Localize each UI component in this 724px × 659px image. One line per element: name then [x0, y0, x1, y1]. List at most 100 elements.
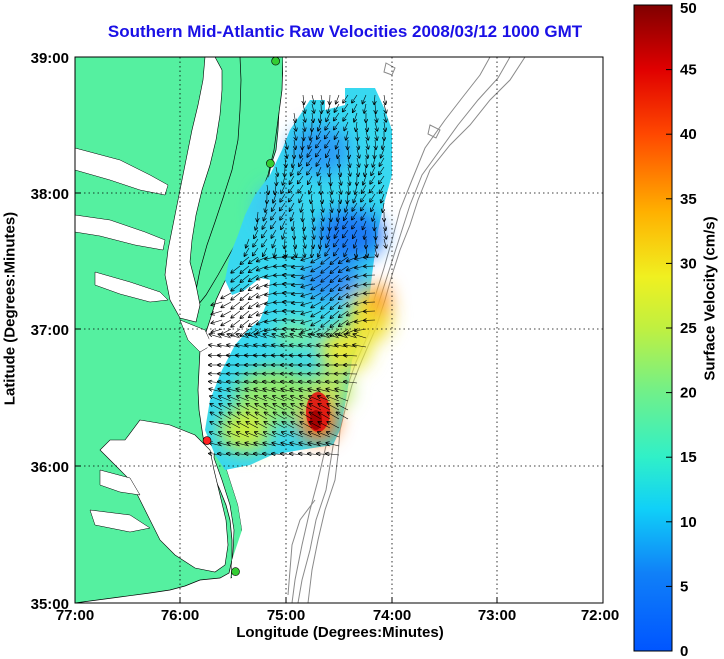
- velocity-arrow: [353, 193, 358, 202]
- velocity-arrow: [303, 130, 304, 140]
- x-tick-labels: 77:00 76:00 75:00 74:00 73:00 72:00: [56, 607, 619, 624]
- velocity-arrow: [282, 432, 295, 438]
- velocity-arrow: [312, 220, 314, 230]
- velocity-arrow: [292, 302, 304, 303]
- velocity-arrow: [303, 211, 304, 221]
- velocity-arrow: [249, 319, 259, 326]
- velocity-arrow: [339, 274, 349, 281]
- velocity-arrow: [280, 193, 286, 202]
- velocity-arrow: [354, 112, 358, 122]
- velocity-arrow: [273, 193, 277, 203]
- velocity-arrow: [363, 220, 367, 229]
- colorbar-tick-label: 35: [680, 191, 697, 208]
- velocity-arrow: [237, 396, 250, 402]
- velocity-arrow: [221, 301, 232, 307]
- velocity-arrow: [356, 121, 357, 131]
- y-tick-labels: 39:00 38:00 37:00 36:00 35:00: [31, 50, 69, 613]
- velocity-arrow: [294, 139, 296, 149]
- velocity-arrow: [256, 404, 268, 411]
- velocity-arrow: [310, 404, 322, 411]
- velocity-arrow: [348, 166, 350, 176]
- velocity-arrow: [253, 247, 259, 255]
- velocity-arrow: [330, 211, 331, 221]
- velocity-arrow: [212, 319, 223, 323]
- velocity-arrow: [303, 229, 305, 239]
- velocity-arrow: [302, 265, 313, 269]
- velocity-arrow: [321, 256, 331, 264]
- velocity-arrow: [373, 211, 376, 221]
- velocity-arrow: [241, 265, 250, 273]
- colorbar-tick-label: 45: [680, 62, 697, 79]
- velocity-arrow: [354, 334, 367, 339]
- velocity-arrow: [267, 184, 268, 194]
- velocity-arrow: [310, 422, 322, 429]
- x-tick-label: 72:00: [581, 607, 619, 624]
- velocity-arrow: [338, 148, 340, 158]
- velocity-arrow: [249, 274, 259, 281]
- velocity-arrow: [264, 211, 268, 220]
- velocity-arrow: [375, 229, 376, 239]
- velocity-arrow: [319, 175, 321, 185]
- velocity-arrow: [265, 422, 277, 429]
- velocity-arrow: [241, 310, 250, 318]
- velocity-arrow: [249, 283, 259, 290]
- velocity-arrow: [361, 202, 367, 210]
- velocity-arrow: [256, 413, 268, 420]
- velocity-arrow: [221, 310, 232, 316]
- velocity-arrow: [364, 103, 366, 113]
- velocity-arrow: [221, 319, 232, 325]
- velocity-arrow: [325, 121, 331, 130]
- velocity-arrow: [255, 334, 268, 339]
- velocity-arrow: [320, 112, 321, 122]
- velocity-arrow: [241, 283, 250, 291]
- velocity-arrow: [318, 334, 331, 339]
- velocity-arrow: [383, 202, 384, 212]
- plot-border: [74, 56, 604, 604]
- velocity-arrow: [294, 238, 296, 248]
- colorbar-ticks: 0 5 10 15 20 25 30 35 40 45 50: [666, 0, 697, 659]
- velocity-arrow: [281, 220, 286, 229]
- velocity-arrow: [382, 139, 384, 149]
- velocity-arrow: [310, 413, 322, 420]
- velocity-arrow: [289, 184, 295, 192]
- velocity-arrow: [292, 320, 304, 321]
- velocity-arrow: [303, 94, 304, 104]
- velocity-arrow: [300, 396, 313, 402]
- velocity-arrow: [361, 211, 367, 220]
- velocity-arrow: [325, 247, 331, 256]
- velocity-arrow: [384, 103, 386, 113]
- velocity-arrow: [292, 422, 304, 429]
- velocity-arrow: [366, 139, 368, 149]
- velocity-arrow: [327, 432, 340, 438]
- radar-station-marker: [271, 57, 280, 66]
- velocity-arrow: [329, 166, 330, 176]
- velocity-arrow: [274, 404, 286, 411]
- velocity-arrow: [289, 193, 295, 201]
- velocity-arrow: [344, 211, 349, 220]
- velocity-arrow: [220, 413, 232, 420]
- velocity-arrow: [311, 283, 322, 289]
- velocity-arrow: [292, 284, 304, 285]
- velocity-arrow: [210, 334, 223, 339]
- velocity-arrow: [294, 121, 296, 131]
- velocity-arrow: [302, 292, 313, 296]
- velocity-arrow: [384, 94, 386, 104]
- y-tick-label: 38:00: [31, 186, 69, 203]
- velocity-arrow: [357, 157, 359, 167]
- velocity-arrow: [292, 257, 304, 258]
- velocity-arrow: [312, 112, 313, 122]
- velocity-arrow: [219, 396, 232, 402]
- velocity-arrow: [231, 283, 241, 291]
- velocity-arrow: [312, 238, 313, 248]
- velocity-arrow: [264, 432, 277, 438]
- velocity-arrow: [375, 130, 377, 140]
- velocity-arrow: [330, 184, 332, 194]
- velocity-arrow: [328, 157, 331, 167]
- velocity-arrow: [245, 247, 250, 256]
- velocity-arrow: [336, 334, 349, 339]
- velocity-arrow: [344, 355, 358, 356]
- radar-station-marker: [202, 436, 212, 445]
- velocity-arrow: [291, 334, 304, 339]
- velocity-arrow: [379, 166, 385, 174]
- velocity-arrow: [264, 396, 277, 402]
